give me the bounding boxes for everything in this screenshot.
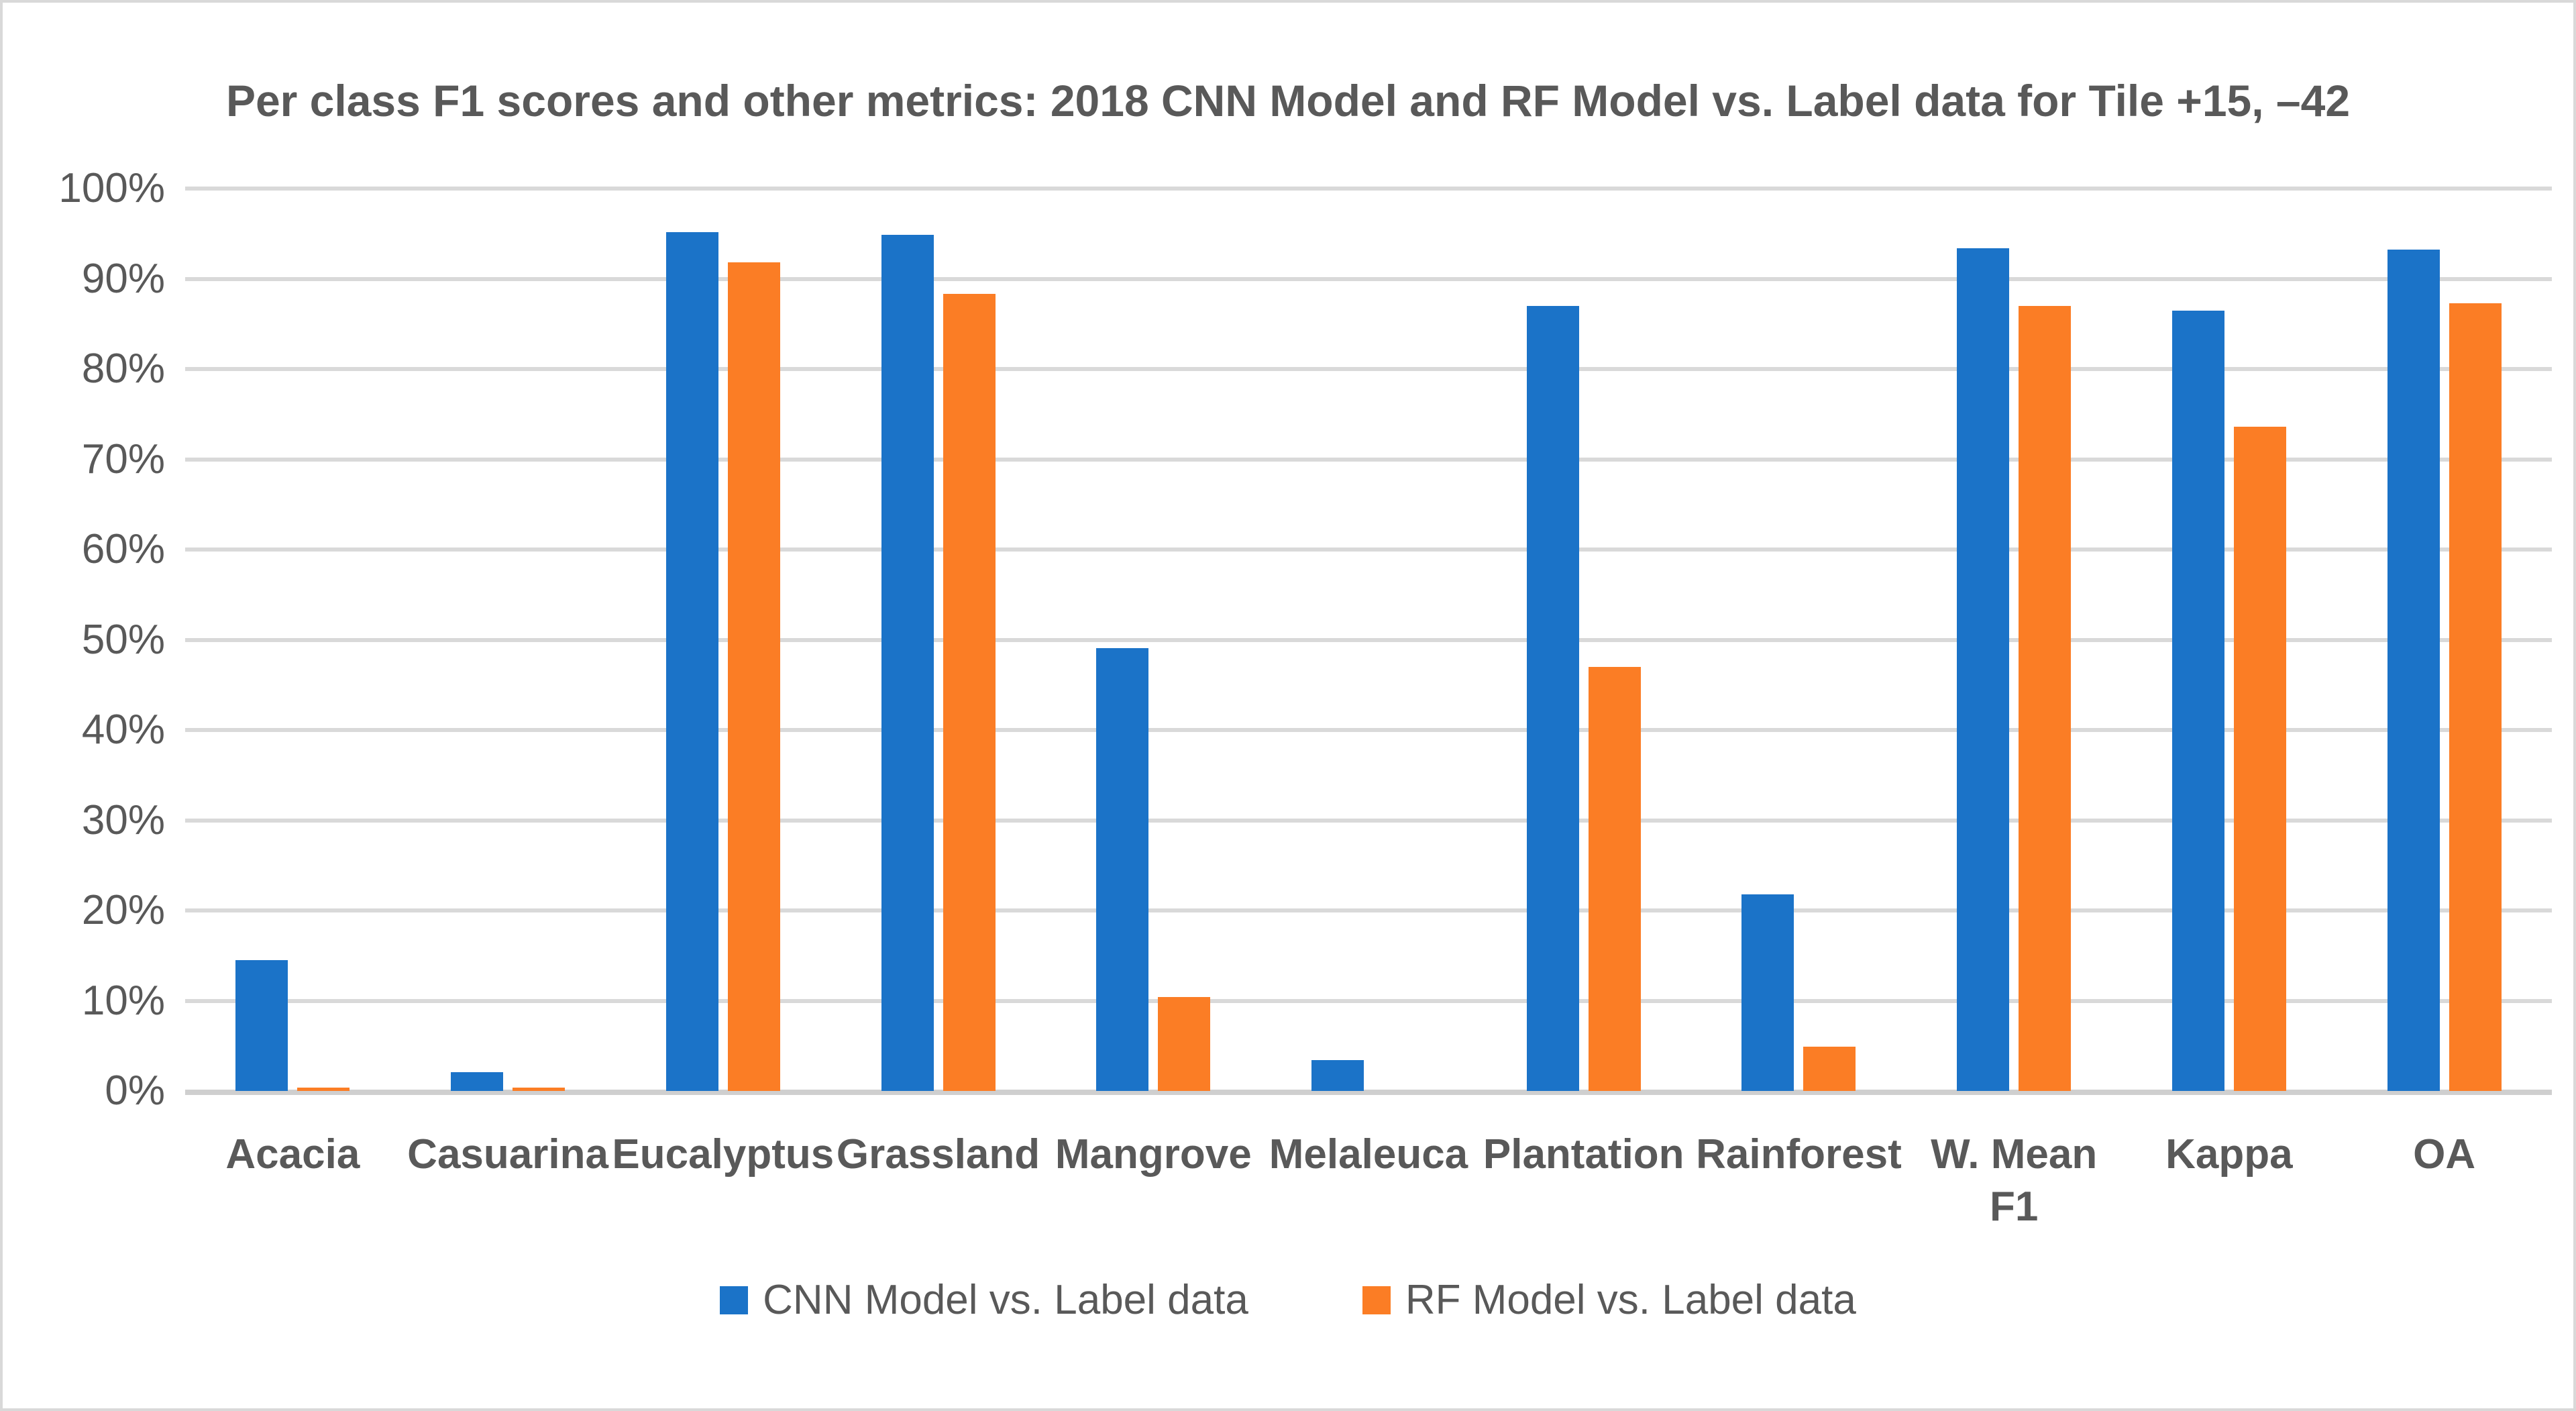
bar-rf-oa [2449, 303, 2502, 1091]
bar-cnn-mangrove [1096, 648, 1149, 1091]
gridline-40% [185, 728, 2552, 732]
bar-cnn-acacia [235, 960, 288, 1091]
y-tick-label-90: 90% [81, 255, 165, 302]
gridline-100% [185, 187, 2552, 191]
x-axis-label-w.-mean-f1: W. Mean F1 [1931, 1131, 2098, 1230]
x-axis-label-plantation: Plantation [1483, 1131, 1684, 1178]
bar-cnn-oa [2387, 250, 2440, 1091]
y-tick-label-50: 50% [81, 616, 165, 663]
bar-group-melaleuca [1261, 189, 1477, 1091]
y-tick-label-70: 70% [81, 435, 165, 482]
rf-series-label: RF Model vs. Label data [1405, 1277, 1856, 1323]
legend: CNN Model vs. Label data RF Model vs. La… [3, 1276, 2573, 1324]
bar-group-kappa [2122, 189, 2337, 1091]
cnn-series-label: CNN Model vs. Label data [763, 1277, 1248, 1323]
bar-cnn-casuarina [451, 1072, 504, 1091]
bar-cnn-plantation [1526, 306, 1579, 1091]
x-axis-label-casuarina: Casuarina [407, 1131, 608, 1178]
bar-group-eucalyptus [615, 189, 830, 1091]
bar-rf-kappa [2233, 427, 2286, 1091]
y-tick-label-20: 20% [81, 887, 165, 933]
x-axis-label-acacia: Acacia [225, 1131, 360, 1178]
bar-cnn-kappa [2171, 311, 2224, 1091]
y-tick-label-30: 30% [81, 796, 165, 843]
gridline-60% [185, 547, 2552, 552]
gridline-80% [185, 367, 2552, 371]
legend-item-rf: RF Model vs. Label data [1362, 1276, 1856, 1324]
bar-rf-w.-mean-f1 [2019, 306, 2072, 1091]
y-tick-label-60: 60% [81, 526, 165, 572]
gridline-50% [185, 637, 2552, 642]
gridline-70% [185, 457, 2552, 462]
cnn-series-swatch-icon [720, 1286, 749, 1314]
plot-area [185, 187, 2552, 1095]
bar-cnn-rainforest [1741, 894, 1794, 1091]
bar-group-oa [2337, 189, 2552, 1091]
chart-title: Per class F1 scores and other metrics: 2… [225, 76, 2351, 125]
bar-cnn-eucalyptus [665, 232, 718, 1091]
y-tick-label-100: 100% [58, 165, 165, 211]
bar-rf-acacia [297, 1088, 350, 1091]
bar-rf-mangrove [1158, 997, 1211, 1091]
rf-series-swatch-icon [1362, 1286, 1391, 1314]
bar-group-casuarina [400, 189, 616, 1091]
legend-item-cnn: CNN Model vs. Label data [720, 1276, 1248, 1324]
y-tick-label-80: 80% [81, 346, 165, 392]
x-axis-label-rainforest: Rainforest [1696, 1131, 1902, 1178]
bar-rf-plantation [1588, 667, 1641, 1091]
bar-group-plantation [1476, 189, 1691, 1091]
gridline-10% [185, 998, 2552, 1003]
bar-group-w.-mean-f1 [1907, 189, 2122, 1091]
bar-rf-casuarina [513, 1088, 566, 1091]
x-axis-label-melaleuca: Melaleuca [1269, 1131, 1468, 1178]
x-axis-label-mangrove: Mangrove [1055, 1131, 1252, 1178]
bar-cnn-w.-mean-f1 [1957, 248, 2010, 1091]
bar-cnn-melaleuca [1311, 1060, 1364, 1091]
x-axis-label-kappa: Kappa [2165, 1131, 2293, 1178]
x-axis-label-eucalyptus: Eucalyptus [612, 1131, 835, 1178]
x-axis-label-grassland: Grassland [836, 1131, 1040, 1178]
bar-cnn-grassland [881, 235, 934, 1091]
x-axis-label-oa: OA [2413, 1131, 2476, 1178]
y-tick-label-40: 40% [81, 707, 165, 753]
bar-rf-eucalyptus [727, 262, 780, 1091]
bar-rf-grassland [943, 294, 996, 1091]
bar-group-mangrove [1046, 189, 1261, 1091]
bar-group-rainforest [1691, 189, 1907, 1091]
bar-group-grassland [830, 189, 1046, 1091]
bar-rf-rainforest [1803, 1047, 1856, 1091]
gridline-20% [185, 908, 2552, 912]
gridline-90% [185, 276, 2552, 281]
y-tick-label-0: 0% [105, 1067, 165, 1114]
x-axis-line [185, 1090, 2552, 1095]
y-tick-label-10: 10% [81, 977, 165, 1024]
bar-group-acacia [185, 189, 400, 1091]
gridline-30% [185, 818, 2552, 823]
